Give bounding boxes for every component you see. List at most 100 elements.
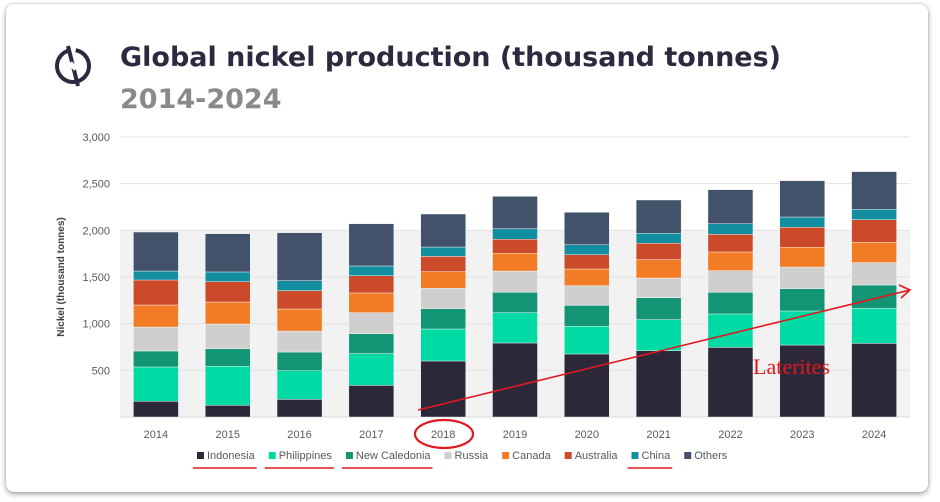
bar-segment-canada bbox=[133, 304, 179, 328]
bar-segment-philippines bbox=[133, 366, 179, 402]
annotations: Laterites bbox=[413, 284, 912, 450]
bar-segment-australia bbox=[564, 254, 610, 270]
x-tick-label: 2015 bbox=[215, 429, 239, 441]
highlight-circle-2018 bbox=[413, 418, 475, 450]
bar-segment-canada bbox=[420, 271, 466, 289]
bar-segment-philippines bbox=[564, 326, 610, 355]
legend-swatch bbox=[502, 452, 510, 459]
bar-segment-russia bbox=[133, 326, 179, 352]
bar-segment-russia bbox=[564, 285, 610, 306]
bar-segment-china bbox=[707, 223, 754, 235]
bar-segment-china bbox=[779, 216, 825, 228]
bar-segment-others bbox=[707, 189, 754, 224]
bar-segment-indonesia bbox=[276, 399, 323, 418]
legend-label: Australia bbox=[575, 450, 619, 462]
bar-stack-2018 bbox=[420, 213, 466, 418]
bar-segment-others bbox=[635, 199, 682, 234]
legend-item-australia: Australia bbox=[564, 450, 619, 462]
x-tick-label: 2014 bbox=[144, 429, 168, 441]
x-tick-label: 2022 bbox=[718, 429, 742, 441]
bar-segment-indonesia bbox=[348, 385, 395, 418]
bar-segment-canada bbox=[205, 301, 251, 325]
bar-segment-new-caledonia bbox=[492, 292, 538, 313]
bar-segment-russia bbox=[205, 323, 251, 349]
legend-label: Philippines bbox=[279, 450, 333, 462]
bar-segment-china bbox=[205, 271, 251, 282]
bar-segment-others bbox=[564, 212, 610, 245]
bar-stack-2023 bbox=[779, 180, 825, 418]
bar-segment-others bbox=[492, 196, 538, 229]
trend-arrow bbox=[417, 289, 911, 411]
bar-segment-new-caledonia bbox=[276, 351, 323, 371]
bar-segment-philippines bbox=[348, 353, 395, 386]
legend-swatch bbox=[564, 452, 572, 459]
bar-segment-china bbox=[420, 246, 466, 257]
legend-item-china: China bbox=[627, 450, 673, 469]
bar-segment-australia bbox=[851, 219, 897, 243]
bar-segment-australia bbox=[635, 243, 682, 260]
bar-stack-2017 bbox=[348, 223, 395, 418]
bar-segment-australia bbox=[707, 234, 754, 253]
bar-segment-indonesia bbox=[492, 342, 538, 418]
bar-segment-china bbox=[492, 228, 538, 240]
bar-segment-philippines bbox=[492, 312, 538, 344]
legend-item-new-caledonia: New Caledonia bbox=[341, 450, 433, 469]
bar-segment-australia bbox=[348, 275, 395, 294]
x-tick-label: 2020 bbox=[575, 429, 599, 441]
bar-segment-indonesia bbox=[779, 344, 825, 418]
y-tick-label: 2,500 bbox=[82, 179, 110, 191]
bar-segment-new-caledonia bbox=[779, 288, 825, 312]
x-tick-label: 2021 bbox=[646, 429, 670, 441]
y-tick-label: 500 bbox=[92, 365, 110, 377]
bar-segment-new-caledonia bbox=[851, 284, 897, 309]
bar-stack-2021 bbox=[635, 199, 682, 418]
legend-swatch bbox=[684, 452, 692, 459]
x-tick-label: 2023 bbox=[790, 429, 814, 441]
x-tick-label: 2024 bbox=[862, 429, 886, 441]
bar-segment-indonesia bbox=[205, 405, 251, 418]
bar-segment-indonesia bbox=[635, 350, 682, 418]
legend-label: China bbox=[642, 450, 672, 462]
laterites-label: Laterites bbox=[753, 354, 830, 379]
bar-segment-canada bbox=[492, 253, 538, 272]
bar-stack-2019 bbox=[492, 196, 538, 418]
bar-segment-russia bbox=[276, 330, 323, 353]
legend-label: New Caledonia bbox=[356, 450, 431, 462]
bar-segment-china bbox=[851, 209, 897, 220]
bar-segment-russia bbox=[779, 266, 825, 289]
bar-stack-2015 bbox=[205, 233, 251, 418]
logo-icon bbox=[55, 45, 91, 87]
bar-segment-china bbox=[564, 244, 610, 255]
bar-segment-russia bbox=[420, 288, 466, 309]
bar-stack-2016 bbox=[276, 232, 323, 418]
bar-segment-others bbox=[205, 233, 251, 273]
bar-segment-australia bbox=[779, 227, 825, 248]
y-tick-label: 2,000 bbox=[82, 225, 110, 237]
bar-segment-indonesia bbox=[133, 401, 179, 418]
bar-segment-new-caledonia bbox=[707, 292, 754, 315]
bar-segment-china bbox=[276, 280, 323, 291]
arrow-head-icon bbox=[898, 284, 912, 299]
bar-segment-others bbox=[420, 213, 466, 248]
bar-segment-philippines bbox=[205, 366, 251, 406]
bar-segment-australia bbox=[133, 279, 179, 306]
legend-item-canada: Canada bbox=[502, 450, 552, 462]
bar-segment-canada bbox=[707, 251, 754, 271]
legend-item-others: Others bbox=[684, 450, 728, 462]
bar-segment-russia bbox=[851, 262, 897, 286]
bar-stack-2014 bbox=[133, 231, 179, 418]
x-tick-label: 2019 bbox=[503, 429, 527, 441]
bar-stack-2020 bbox=[564, 212, 610, 418]
bar-segment-australia bbox=[205, 281, 251, 303]
bar-stack-2022 bbox=[707, 189, 754, 418]
legend-label: Canada bbox=[512, 450, 551, 462]
legend-item-indonesia: Indonesia bbox=[193, 450, 257, 469]
bar-segment-new-caledonia bbox=[348, 333, 395, 354]
y-tick-label: 1,500 bbox=[82, 272, 110, 284]
y-axis-label: Nickel (thousand tonnes) bbox=[56, 217, 67, 336]
bar-segment-new-caledonia bbox=[420, 308, 466, 330]
legend-swatch bbox=[268, 452, 276, 459]
chart-title: Global nickel production (thousand tonne… bbox=[120, 42, 781, 73]
chart-subtitle: 2014-2024 bbox=[120, 84, 282, 115]
